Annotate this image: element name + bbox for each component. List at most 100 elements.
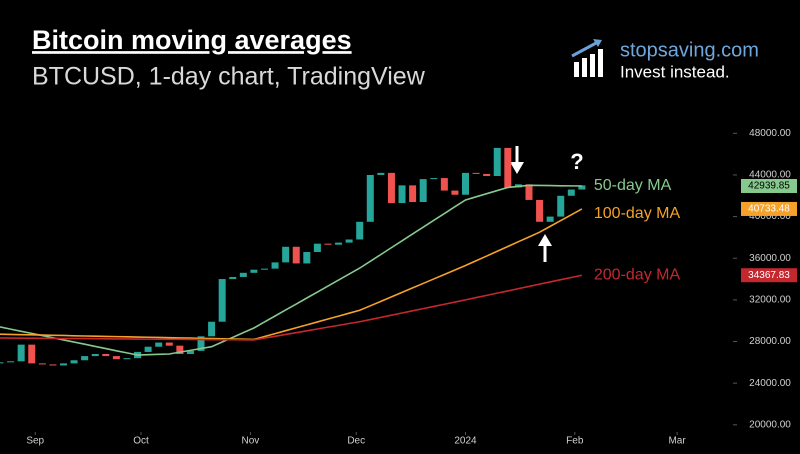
candle xyxy=(28,344,36,364)
candle xyxy=(483,173,491,176)
candle xyxy=(112,356,120,360)
candle xyxy=(17,344,25,362)
price-tag-label: 40733.48 xyxy=(748,204,790,215)
candle xyxy=(493,147,501,176)
candle xyxy=(282,246,290,263)
candle xyxy=(525,184,533,200)
y-tick-label: 44000.00 xyxy=(749,170,791,181)
candle xyxy=(144,346,152,352)
x-tick-label: Feb xyxy=(566,436,584,447)
candle xyxy=(70,360,78,364)
candle xyxy=(239,272,247,277)
candle xyxy=(208,321,216,337)
candle xyxy=(176,345,184,355)
candle xyxy=(123,358,131,360)
legend-label: 50-day MA xyxy=(594,177,672,194)
candle xyxy=(578,185,586,190)
ma-line xyxy=(0,274,583,341)
candle xyxy=(38,363,46,365)
chart-subtitle: BTCUSD, 1-day chart, TradingView xyxy=(32,63,426,91)
brand-tagline: Invest instead. xyxy=(620,62,730,81)
ma-line xyxy=(0,208,583,341)
x-tick-label: Dec xyxy=(347,436,365,447)
candle xyxy=(451,190,459,195)
arrow-head xyxy=(538,234,552,246)
candle xyxy=(7,361,15,363)
candle xyxy=(504,147,512,188)
legend-label: 200-day MA xyxy=(594,266,681,283)
logo-bar xyxy=(574,62,579,77)
candle xyxy=(292,246,300,264)
candle xyxy=(102,354,110,357)
candle xyxy=(398,185,406,204)
y-tick-label: 36000.00 xyxy=(749,253,791,264)
y-tick-label: 40000.00 xyxy=(749,211,791,222)
candle xyxy=(387,172,395,204)
candle xyxy=(324,243,332,245)
x-tick-label: Mar xyxy=(668,436,686,447)
candle xyxy=(546,216,554,222)
candle xyxy=(49,364,57,366)
candle xyxy=(155,342,163,347)
candle xyxy=(567,189,575,196)
brand-name: stopsaving.com xyxy=(620,39,759,61)
logo-bar xyxy=(582,58,587,77)
annotation: ? xyxy=(570,149,583,174)
y-tick-label: 28000.00 xyxy=(749,336,791,347)
logo-arrow xyxy=(571,40,599,58)
x-tick-label: Sep xyxy=(26,436,44,447)
candle xyxy=(303,251,311,264)
candle xyxy=(409,185,417,203)
x-tick-label: Oct xyxy=(133,436,149,447)
candle xyxy=(335,242,343,245)
candle xyxy=(313,243,321,252)
candle xyxy=(250,269,258,273)
candle xyxy=(356,221,364,240)
price-tag-label: 42939.85 xyxy=(748,181,790,192)
candle xyxy=(472,172,480,174)
price-tag xyxy=(741,178,797,193)
candle xyxy=(440,178,448,191)
candle xyxy=(186,350,194,355)
candle xyxy=(536,199,544,222)
brand-logo xyxy=(571,39,603,77)
candle xyxy=(557,195,565,217)
ma-line xyxy=(0,184,582,356)
price-tag xyxy=(741,268,797,283)
logo-bar xyxy=(590,54,595,77)
candle xyxy=(419,179,427,203)
candle xyxy=(59,363,67,366)
y-tick-label: 20000.00 xyxy=(749,419,791,430)
arrow-head xyxy=(510,162,524,174)
price-tag-label: 34367.83 xyxy=(748,270,790,281)
candle xyxy=(229,276,237,280)
x-tick-label: 2024 xyxy=(454,436,477,447)
y-tick-label: 48000.00 xyxy=(749,128,791,139)
candle xyxy=(260,268,268,270)
candle xyxy=(430,178,438,180)
candle xyxy=(462,172,470,195)
legend-label: 100-day MA xyxy=(594,205,681,222)
candle xyxy=(345,239,353,243)
y-tick-label: 24000.00 xyxy=(749,378,791,389)
candle xyxy=(218,279,226,322)
logo-bar xyxy=(598,49,603,77)
candle xyxy=(81,356,89,361)
candle xyxy=(0,362,4,364)
candle xyxy=(271,262,279,269)
candle xyxy=(377,172,385,175)
down-arrow xyxy=(510,146,524,174)
candle xyxy=(91,354,99,357)
y-tick-label: 32000.00 xyxy=(749,295,791,306)
candle xyxy=(197,336,205,351)
chart-title: Bitcoin moving averages xyxy=(32,25,352,55)
candle xyxy=(366,174,374,222)
logo-arrow-head xyxy=(593,39,602,47)
up-arrow xyxy=(538,234,552,262)
candle xyxy=(165,342,173,346)
price-tag xyxy=(741,201,797,216)
x-tick-label: Nov xyxy=(242,436,260,447)
